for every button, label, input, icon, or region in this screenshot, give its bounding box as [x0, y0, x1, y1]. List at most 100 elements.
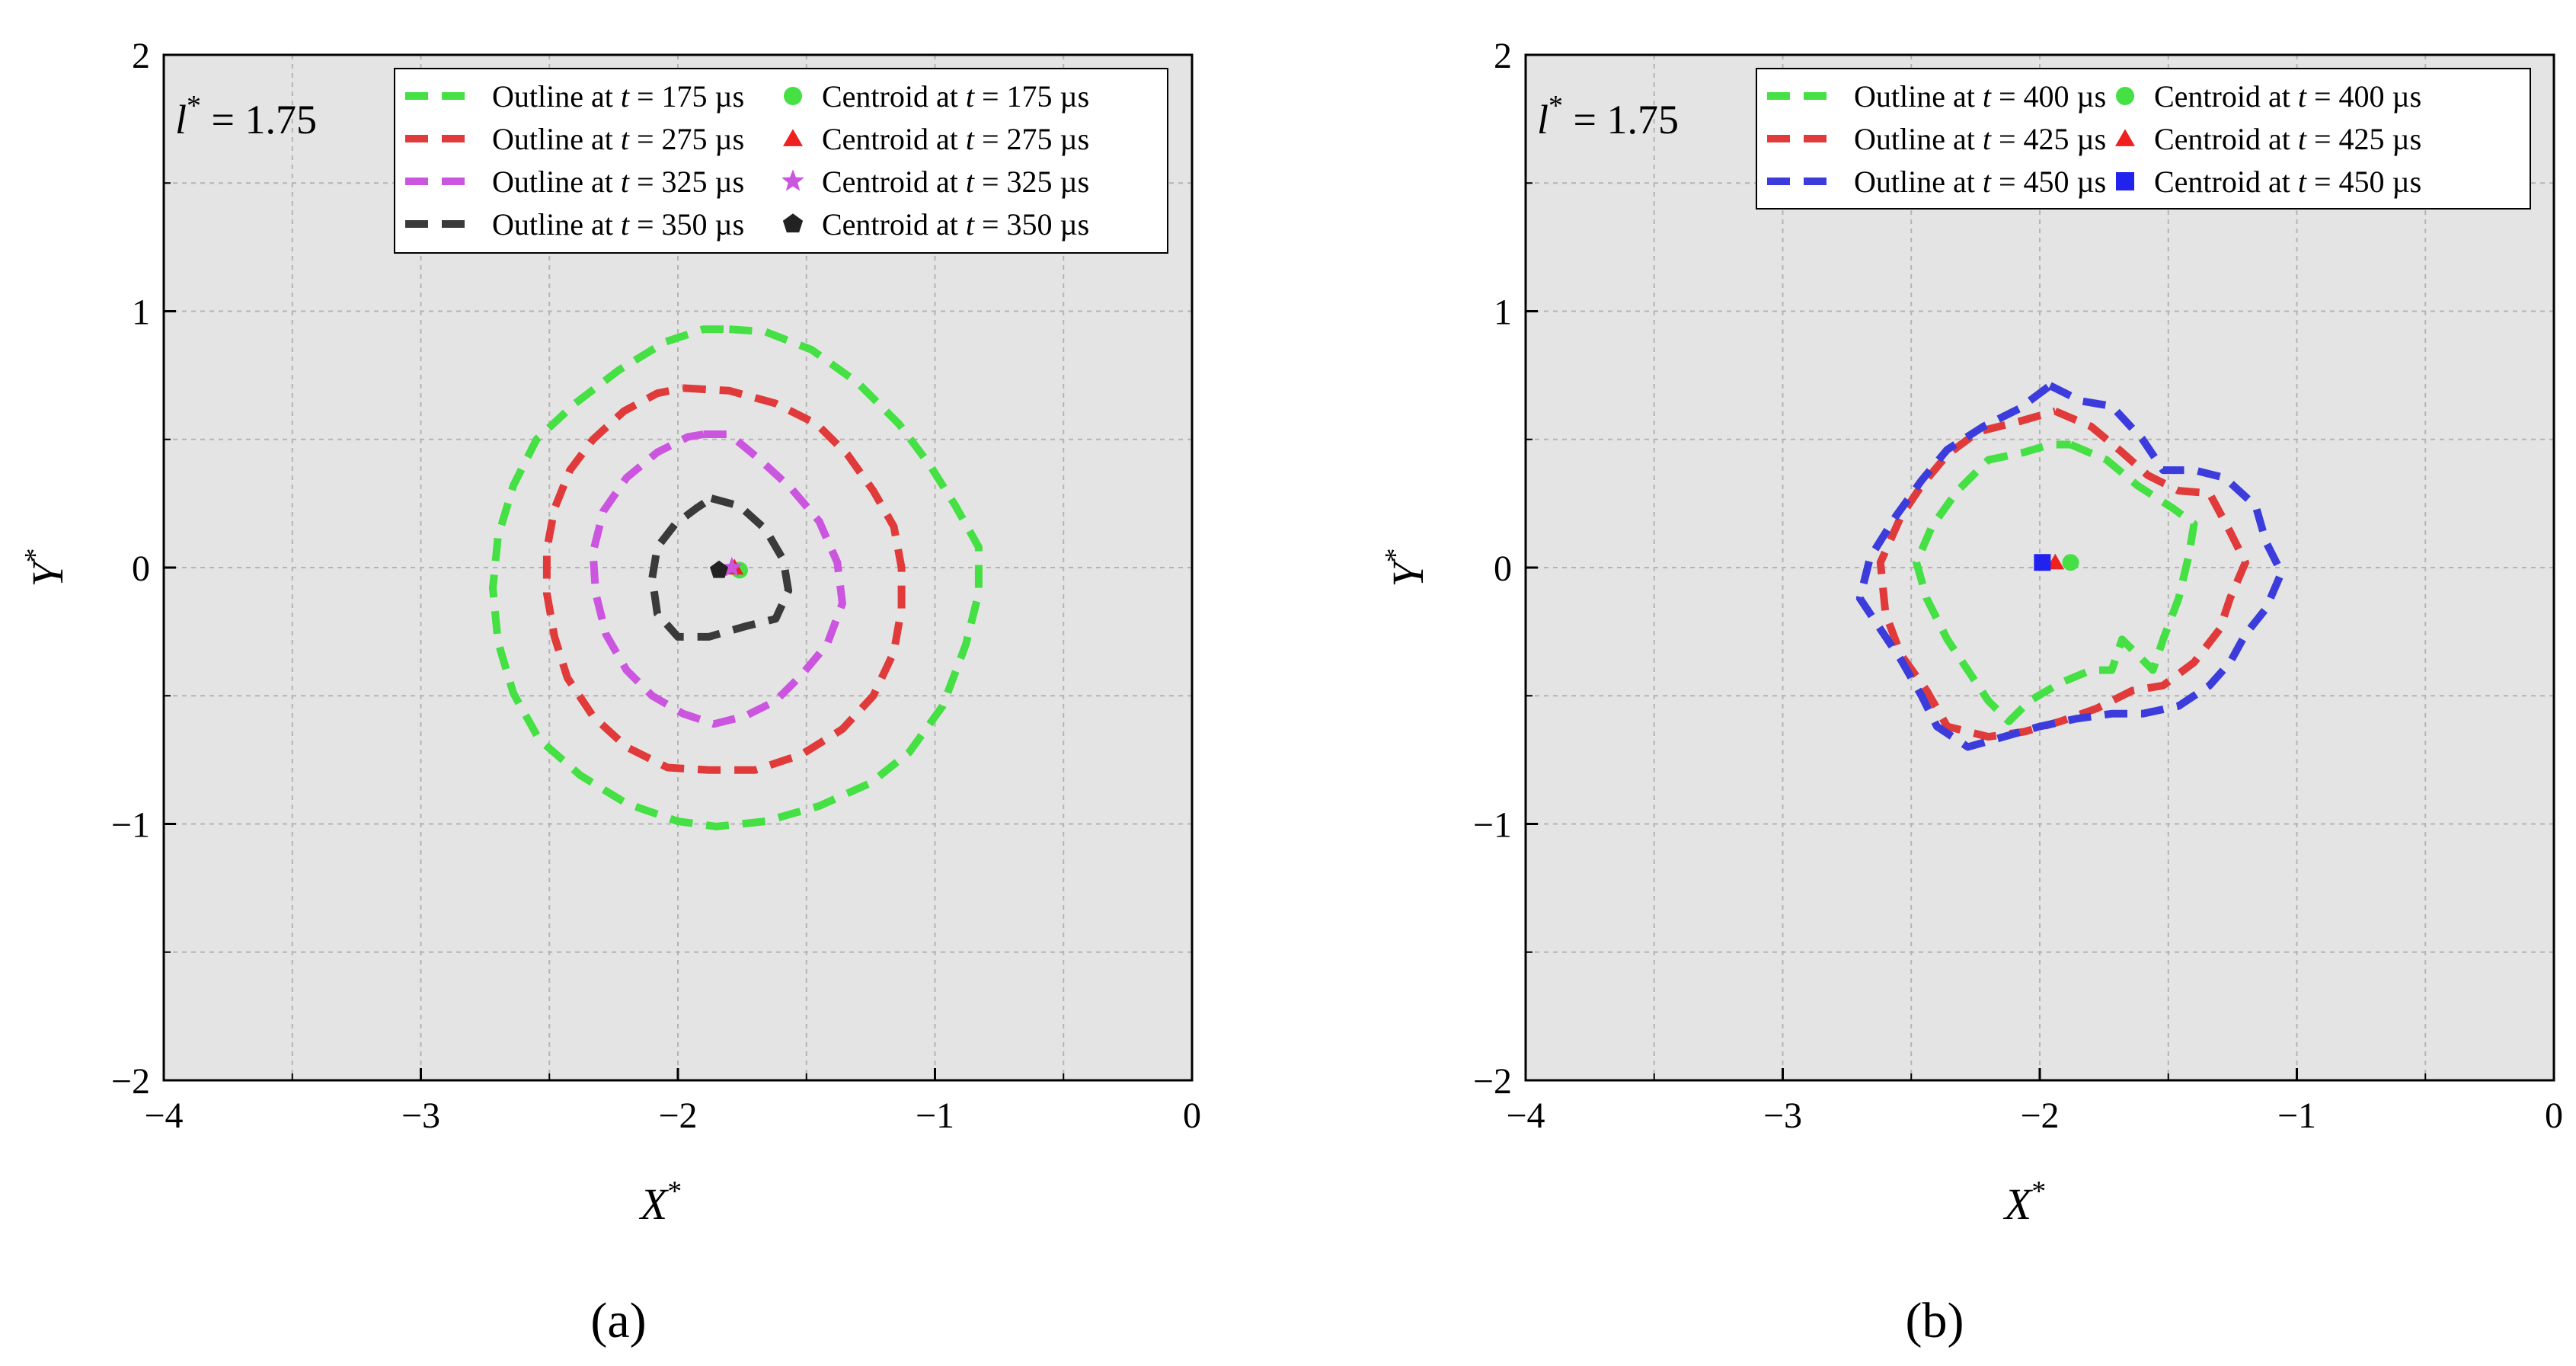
legend-label-var: t: [1983, 165, 1992, 199]
legend-marker-2: [781, 169, 804, 191]
x-tick-label: −4: [1506, 1096, 1545, 1136]
centroid-marker-0: [2062, 554, 2079, 571]
legend-centroid-label-1: Centroid at t = 275 µs: [822, 122, 1089, 156]
legend-label-prefix: Outline at: [492, 207, 621, 242]
x-tick-label: −1: [2277, 1096, 2316, 1136]
x-axis-label-text: X: [639, 1179, 670, 1229]
annotation-symbol: l: [175, 97, 187, 142]
legend-label-var: t: [621, 79, 630, 114]
x-axis-label-text: X: [2003, 1179, 2034, 1229]
annotation-sup: *: [187, 90, 201, 122]
x-tick-label: −4: [144, 1096, 183, 1136]
y-tick-label: 0: [1494, 549, 1512, 589]
series-outline-0: [1913, 440, 2198, 725]
y-axis-label-text: Y: [1383, 558, 1433, 587]
legend-label-3: Outline at t = 350 µs: [492, 207, 744, 242]
x-tick-label: −3: [401, 1096, 440, 1136]
legend-label-var: t: [2298, 122, 2307, 156]
panel-caption: (b): [1906, 1293, 1964, 1348]
x-tick-label: 0: [1183, 1096, 1201, 1136]
legend-label-prefix: Centroid at: [2154, 165, 2298, 199]
x-tick-label: 0: [2545, 1096, 2563, 1136]
legend-label-1: Outline at t = 275 µs: [492, 122, 744, 156]
legend-label-prefix: Outline at: [1854, 165, 1983, 199]
series-outline-2: [1855, 382, 2286, 751]
legend-label-prefix: Centroid at: [2154, 122, 2298, 156]
legend-label-prefix: Centroid at: [822, 207, 966, 242]
y-axis-label-sup: *: [1379, 548, 1411, 562]
y-tick-label: 2: [132, 36, 150, 76]
legend-label-suffix: = 425 µs: [2306, 122, 2421, 156]
annotation-value: = 1.75: [201, 97, 317, 142]
panel-caption-text: (a): [590, 1293, 646, 1348]
legend-label-var: t: [966, 207, 975, 242]
legend-marker-3: [782, 213, 804, 233]
legend-label-suffix: = 400 µs: [1991, 79, 2106, 114]
legend-label-suffix: = 325 µs: [974, 165, 1089, 199]
legend-marker-1: [2115, 129, 2135, 146]
legend-label-suffix: = 450 µs: [1991, 165, 2106, 199]
y-tick-label: −1: [111, 805, 150, 846]
legend-centroid-label-0: Centroid at t = 175 µs: [822, 79, 1089, 114]
legend-label-prefix: Centroid at: [2154, 79, 2298, 114]
legend-label-var: t: [1983, 79, 1992, 114]
legend-marker-1: [783, 129, 803, 146]
legend-box: [394, 68, 1168, 254]
legend-label-var: t: [966, 165, 975, 199]
legend-label-suffix: = 175 µs: [629, 79, 744, 114]
y-tick-label: 2: [1494, 36, 1512, 76]
y-tick-label: −2: [1473, 1061, 1512, 1102]
annotation-l-star: l* = 1.75: [1537, 90, 1679, 142]
centroid-marker-3: [709, 560, 729, 578]
legend-centroid-label-0: Centroid at t = 400 µs: [2154, 79, 2421, 114]
legend-label-suffix: = 350 µs: [974, 207, 1089, 242]
y-tick-label: 1: [132, 293, 150, 333]
legend-label-var: t: [2298, 165, 2307, 199]
legend-label-var: t: [621, 165, 630, 199]
legend-label-prefix: Centroid at: [822, 79, 966, 114]
legend-label-suffix: = 175 µs: [974, 79, 1089, 114]
annotation-value: = 1.75: [1563, 97, 1679, 142]
legend-label-prefix: Outline at: [1854, 79, 1983, 114]
x-axis-label-sup: *: [2031, 1176, 2046, 1208]
series-outline-3: [648, 494, 793, 641]
legend-centroid-label-1: Centroid at t = 425 µs: [2154, 122, 2421, 156]
series-outline-2: [589, 430, 846, 728]
y-axis-label: Y*: [19, 548, 72, 587]
legend-label-suffix: = 350 µs: [629, 207, 744, 242]
x-tick-label: −1: [916, 1096, 954, 1136]
legend-label-suffix: = 450 µs: [2306, 165, 2421, 199]
legend-label-prefix: Centroid at: [822, 122, 966, 156]
series-outline-1: [1876, 407, 2249, 741]
legend-label-var: t: [2298, 79, 2307, 114]
legend-label-var: t: [1983, 122, 1992, 156]
legend-label-var: t: [621, 122, 630, 156]
y-tick-label: 1: [1494, 293, 1512, 333]
legend-label-0: Outline at t = 175 µs: [492, 79, 744, 114]
centroid-marker-2: [2034, 554, 2051, 571]
x-tick-label: −3: [1763, 1096, 1802, 1136]
y-tick-label: 0: [132, 549, 150, 589]
y-axis-label: Y*: [1379, 548, 1433, 587]
legend-label-suffix: = 325 µs: [629, 165, 744, 199]
legend-centroid-label-2: Centroid at t = 450 µs: [2154, 165, 2421, 199]
legend-label-2: Outline at t = 450 µs: [1854, 165, 2106, 199]
legend-centroid-label-2: Centroid at t = 325 µs: [822, 165, 1089, 199]
legend-marker-0: [784, 87, 802, 105]
legend-label-suffix: = 275 µs: [974, 122, 1089, 156]
annotation-sup: *: [1548, 90, 1563, 122]
legend-label-prefix: Centroid at: [822, 165, 966, 199]
legend-box: [1756, 68, 2531, 210]
legend-label-suffix: = 400 µs: [2306, 79, 2421, 114]
legend-label-1: Outline at t = 425 µs: [1854, 122, 2106, 156]
legend-label-var: t: [966, 122, 975, 156]
annotation-l-star: l* = 1.75: [175, 90, 317, 142]
legend-label-prefix: Outline at: [492, 79, 621, 114]
x-axis-label: X*: [639, 1176, 682, 1229]
centroid-marker-2: [721, 556, 743, 577]
y-tick-label: −2: [111, 1061, 150, 1102]
